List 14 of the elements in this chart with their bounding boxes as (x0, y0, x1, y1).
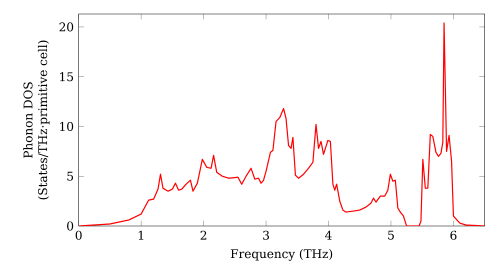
y-tick-label: 0 (67, 221, 74, 231)
y-axis-title: Phonon DOS (States/THz·primitive cell) (23, 40, 50, 200)
x-tick-label: 3 (263, 230, 269, 240)
y-tick-label: 10 (60, 122, 74, 132)
x-tick-label: 0 (76, 230, 82, 240)
x-tick-label: 6 (450, 230, 456, 240)
x-tick-label: 5 (388, 230, 394, 240)
x-tick-label: 2 (200, 230, 206, 240)
y-tick-label: 15 (60, 72, 74, 82)
y-tick-label: 20 (60, 22, 74, 32)
y-tick-label: 5 (67, 172, 74, 181)
x-axis-title: Frequency (THz) (230, 248, 332, 261)
x-tick-label: 4 (325, 230, 332, 240)
x-tick-label: 1 (138, 230, 144, 240)
